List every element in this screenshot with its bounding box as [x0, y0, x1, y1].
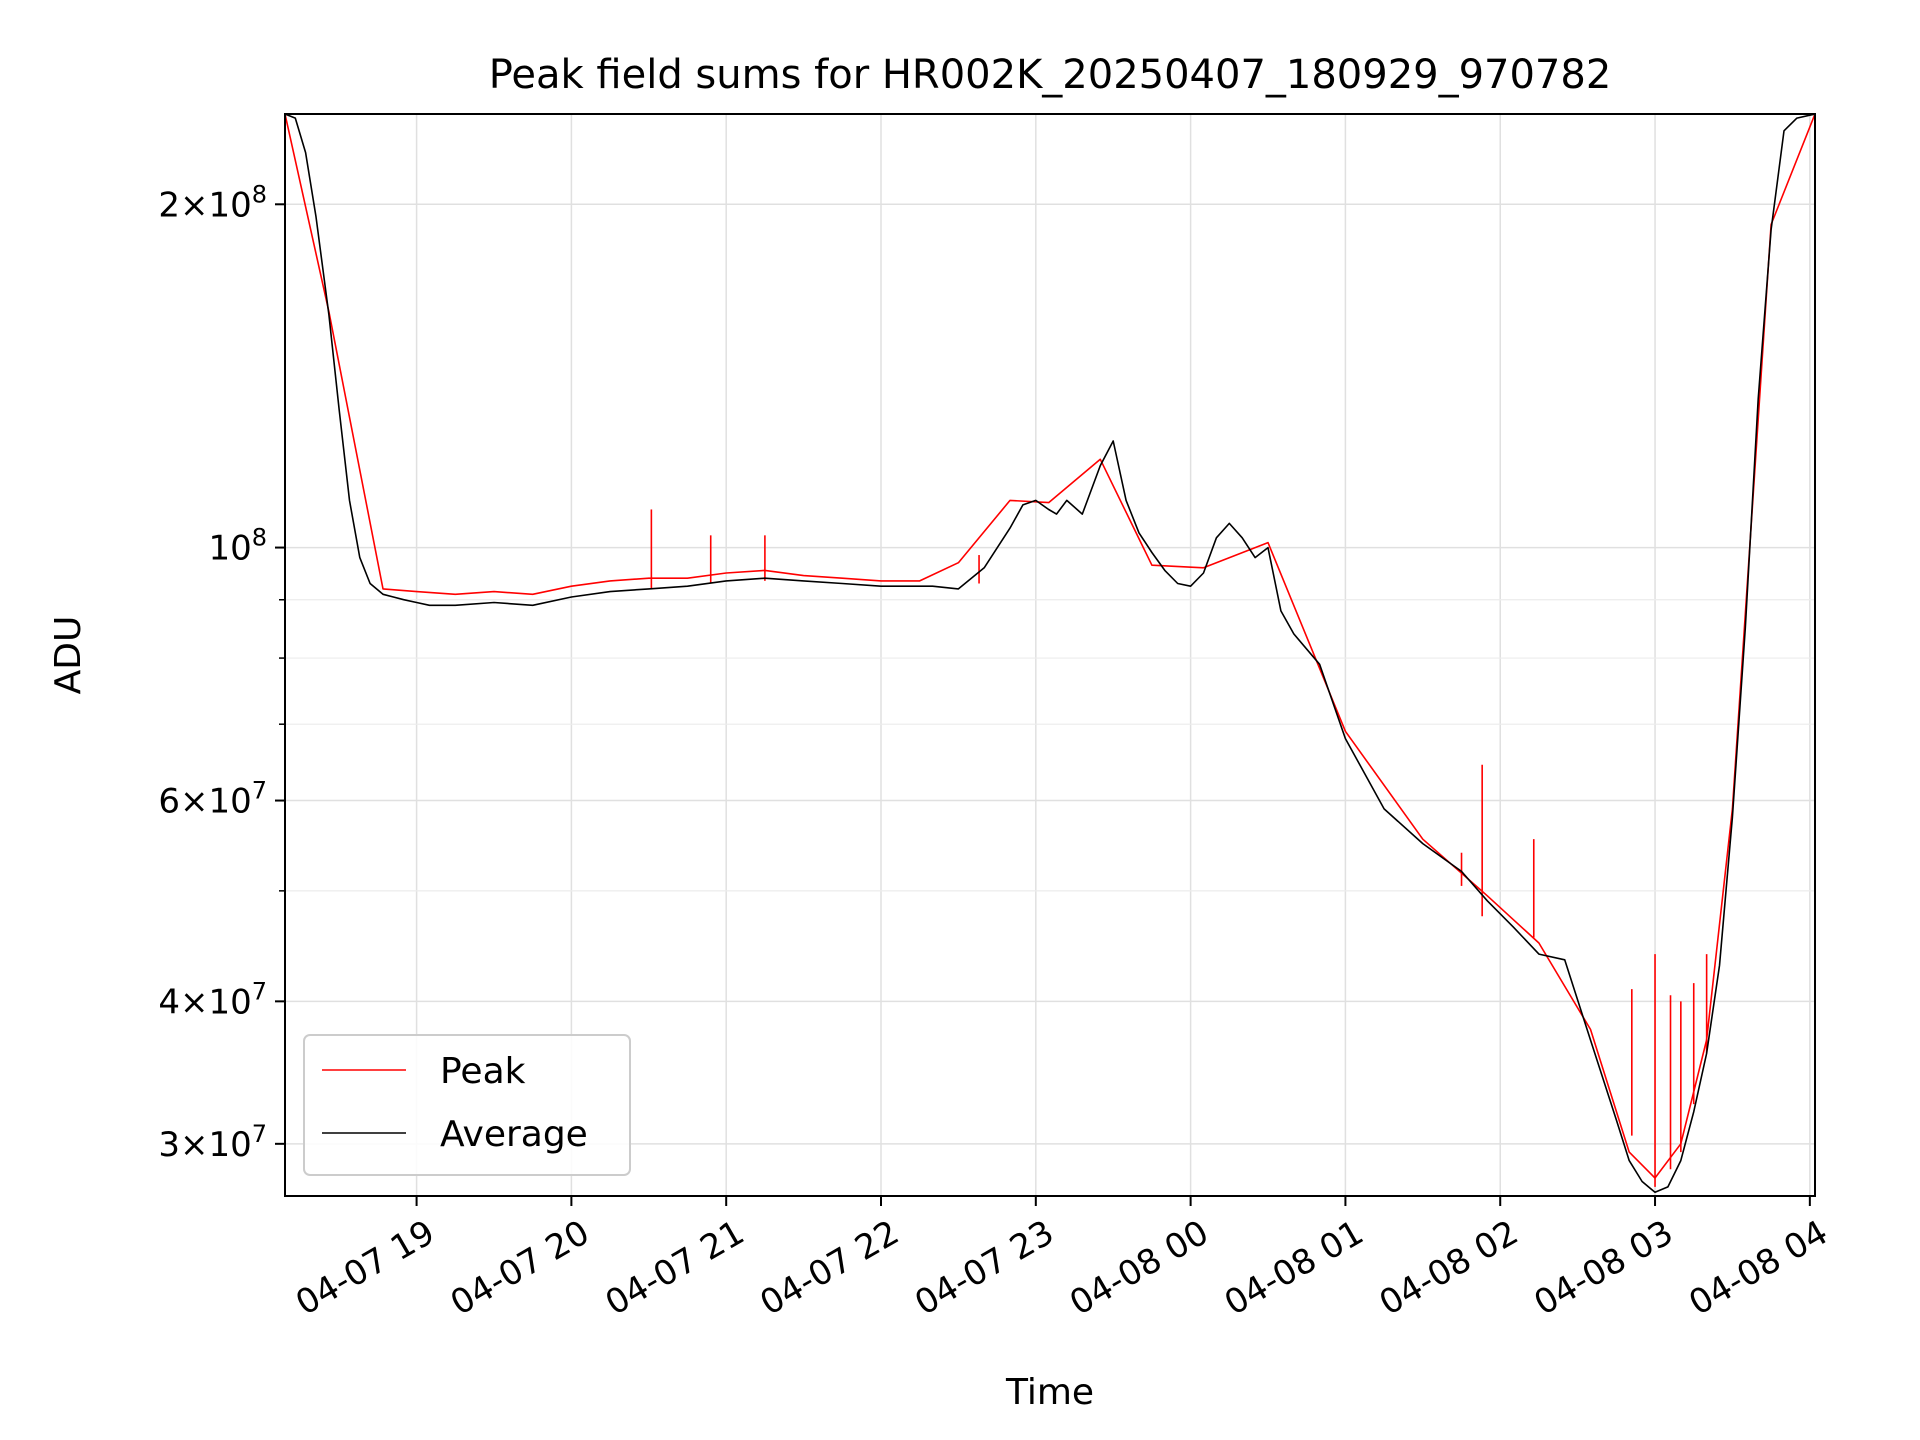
- y-tick-label: 3×107: [158, 1120, 267, 1165]
- series-layer: [285, 114, 1815, 1194]
- legend-label-peak: Peak: [440, 1051, 526, 1092]
- series-line-peak: [285, 114, 1815, 1179]
- y-axis-label: ADU: [48, 616, 89, 695]
- series-line-average: [285, 114, 1815, 1194]
- legend: Peak Average: [303, 1034, 631, 1176]
- legend-label-average: Average: [440, 1114, 588, 1155]
- x-axis-label: Time: [1005, 1372, 1094, 1413]
- y-tick-label: 2×108: [158, 180, 267, 225]
- plot-frame: [284, 113, 1816, 1197]
- y-tick-label: 6×107: [158, 777, 267, 822]
- y-tick-label: 108: [208, 524, 267, 569]
- y-tick-label: 4×107: [158, 977, 267, 1022]
- chart-title: Peak field sums for HR002K_20250407_1809…: [489, 52, 1612, 98]
